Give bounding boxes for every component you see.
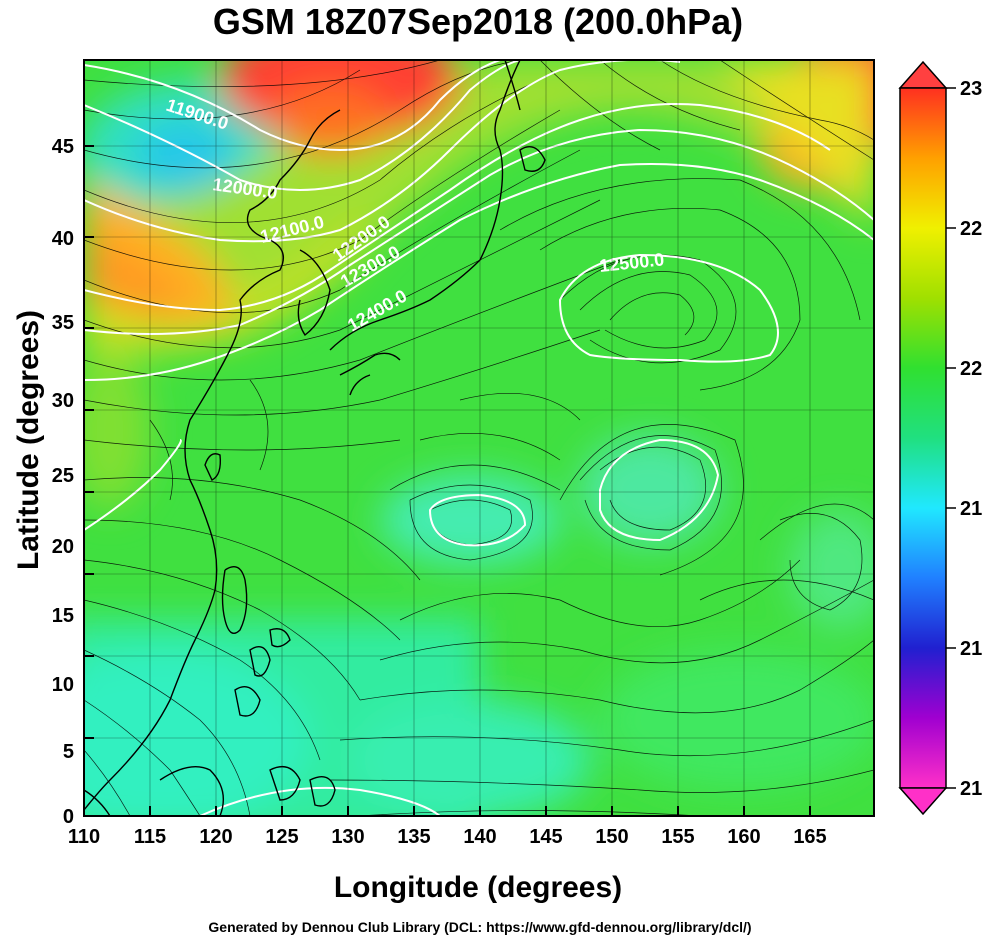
contour-11900 [84, 60, 501, 152]
colorbar-tick-230: 230 [960, 78, 982, 100]
y-tick-30: 30 [52, 390, 74, 412]
x-tick-160: 160 [727, 826, 760, 848]
coastlines [84, 60, 546, 816]
x-tick-130: 130 [331, 826, 364, 848]
x-tick-150: 150 [595, 826, 628, 848]
colorbar-tick-210: 210 [960, 778, 982, 800]
y-tick-0: 0 [63, 806, 74, 828]
x-tick-125: 125 [265, 826, 298, 848]
contour-south [199, 786, 441, 816]
contour-12000 [84, 60, 521, 191]
y-tick-15: 15 [52, 605, 74, 627]
grid-lines [84, 60, 874, 816]
contour-12500 [558, 253, 779, 363]
y-tick-labels: 0 5 10 15 20 25 30 35 40 45 [52, 136, 74, 828]
colorbar-body [899, 87, 947, 789]
y-tick-10: 10 [52, 674, 74, 696]
colorbar-top-arrow [898, 60, 948, 89]
x-tick-labels: 110 115 120 125 130 135 140 145 150 155 … [68, 826, 827, 848]
contour-12200 [84, 103, 831, 312]
contour-12100 [84, 60, 681, 243]
x-tick-140: 140 [463, 826, 496, 848]
y-axis [84, 145, 94, 817]
x-tick-120: 120 [199, 826, 232, 848]
y-axis-label: Latitude (degrees) [12, 310, 45, 570]
y-tick-25: 25 [52, 465, 74, 487]
contour-12500-west [428, 493, 527, 547]
x-tick-115: 115 [134, 826, 166, 848]
x-tick-165: 165 [793, 826, 826, 848]
colorbar: 210 214 218 222 226 230 [898, 60, 982, 816]
colorbar-tick-226: 226 [960, 218, 982, 240]
x-axis-label: Longitude (degrees) [334, 871, 622, 904]
temperature-field: 11900.0 12000.0 12100.0 12200.0 12300.0 … [84, 60, 874, 816]
contour-12500-south [599, 438, 720, 542]
height-contours [84, 60, 874, 816]
colorbar-tick-214: 214 [960, 638, 982, 660]
y-tick-20: 20 [52, 536, 74, 558]
contour-12400 [84, 163, 874, 381]
y-tick-45: 45 [52, 136, 74, 158]
x-tick-135: 135 [397, 826, 430, 848]
x-tick-145: 145 [529, 826, 562, 848]
y-tick-35: 35 [52, 312, 74, 334]
colorbar-tick-218: 218 [960, 498, 982, 520]
y-tick-40: 40 [52, 228, 74, 250]
footer-credit: Generated by Dennou Club Library (DCL: h… [208, 919, 751, 935]
colorbar-tick-222: 222 [960, 358, 982, 380]
x-tick-155: 155 [661, 826, 694, 848]
x-axis [83, 806, 811, 816]
colorbar-bottom-arrow [898, 787, 948, 816]
y-tick-5: 5 [63, 741, 74, 763]
contour-tropics [84, 439, 182, 531]
x-tick-110: 110 [68, 826, 100, 848]
map-title: GSM 18Z07Sep2018 (200.0hPa) [213, 1, 743, 42]
